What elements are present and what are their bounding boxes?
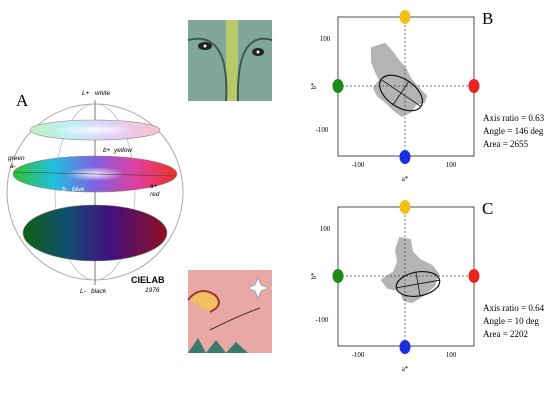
minor-axis [392, 81, 410, 105]
hue-marker [332, 79, 344, 93]
plots: B 100 -100 -100 100 a* b* Axis ratio = 0.63 Angl… [310, 9, 545, 373]
dark-disk [22, 204, 168, 262]
y-tick-label: 100 [320, 225, 331, 233]
axis-label: yellow [113, 147, 133, 154]
a-axis [13, 171, 177, 177]
x-tick-label: 100 [446, 161, 457, 169]
stat: Area = 2655 [483, 139, 529, 149]
y-tick-label: -100 [316, 126, 329, 134]
brand: CIELAB [131, 275, 165, 285]
axis-label: L+ [82, 90, 90, 97]
axis-label: red [150, 191, 160, 198]
panel-label: A [16, 91, 29, 110]
axis-label: white [95, 90, 111, 97]
x-axis-label: a* [402, 365, 409, 373]
axis-label: L- [80, 288, 87, 295]
hue-marker [399, 200, 411, 214]
ellipse-fit [395, 270, 441, 298]
stat: Axis ratio = 0.63 [483, 113, 545, 123]
axis-label: b+ [103, 147, 111, 154]
minor-axis [415, 272, 421, 296]
ellipse-fit [379, 74, 423, 112]
y-tick-label: 100 [320, 35, 331, 43]
hue-marker [332, 269, 344, 283]
hue-marker [399, 150, 411, 164]
painting-b [187, 20, 273, 102]
axis-label: a+ [150, 183, 158, 190]
panel-label: C [482, 199, 493, 218]
stat: Area = 2202 [483, 329, 528, 339]
ellipse [379, 74, 423, 112]
stat: Angle = 10 deg [483, 316, 539, 326]
x-tick-label: 100 [446, 351, 457, 359]
y-tick-label: -100 [316, 316, 329, 324]
y-axis-label: b* [310, 82, 318, 90]
x-tick-label: -100 [352, 161, 365, 169]
hue-marker [468, 79, 480, 93]
panel-a: A L+ white b+ yellow green a- b- blue a+… [6, 90, 184, 295]
painting-c [187, 270, 272, 353]
year: 1976 [145, 287, 160, 294]
x-tick-label: -100 [352, 351, 365, 359]
axis-label: a- [10, 163, 17, 170]
light-center [55, 124, 135, 136]
hue-marker [399, 340, 411, 354]
y-axis-label: b* [310, 272, 318, 280]
stat: Axis ratio = 0.64 [483, 303, 545, 313]
stat: Angle = 146 deg [483, 126, 544, 136]
x-axis-label: a* [402, 175, 409, 183]
panel-label: B [482, 9, 493, 28]
axis-label: black [91, 288, 107, 295]
axis-label: green [8, 155, 25, 162]
plot-panel: C 100 -100 -100 100 a* b* Axis ratio = 0.64 Angl… [310, 199, 545, 373]
plot-panel: B 100 -100 -100 100 a* b* Axis ratio = 0.63 Angl… [310, 9, 545, 183]
axis-label: b- [62, 186, 69, 193]
hue-marker [399, 10, 411, 24]
hue-marker [468, 269, 480, 283]
axis-label: blue [72, 186, 85, 193]
point-cloud [371, 43, 427, 117]
